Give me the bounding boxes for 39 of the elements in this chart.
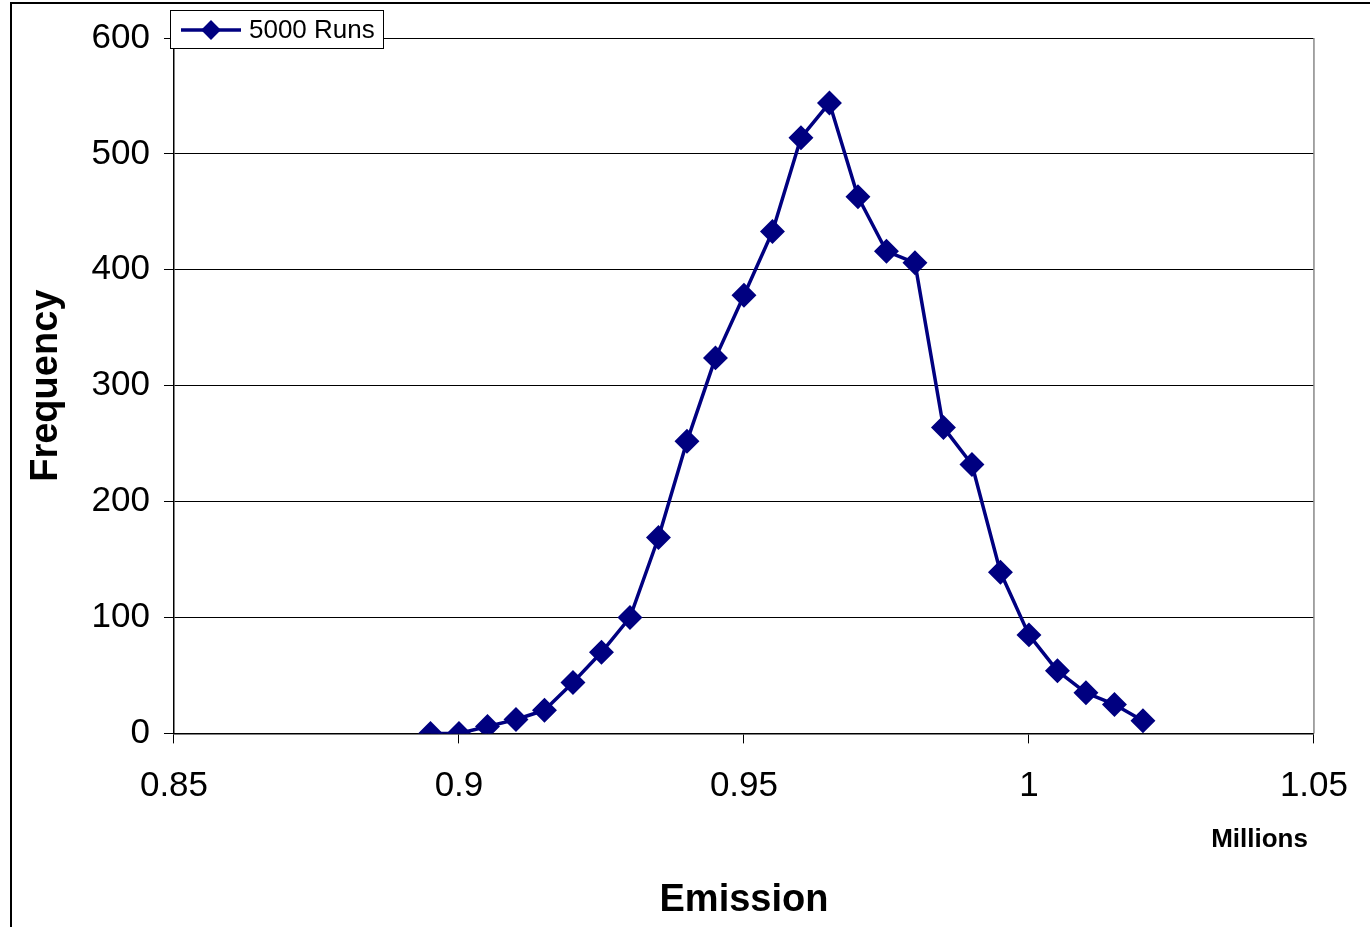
point <box>874 239 899 264</box>
point <box>846 185 870 209</box>
y-tick-label: 100 <box>91 595 150 635</box>
point <box>703 346 728 370</box>
point <box>1045 659 1070 683</box>
point <box>817 91 842 115</box>
x-tick-label: 1 <box>1019 764 1039 804</box>
point <box>618 605 642 630</box>
y-tick-label: 500 <box>91 131 150 171</box>
x-tick-label: 1.05 <box>1279 764 1348 804</box>
point <box>960 452 984 477</box>
point <box>1102 692 1127 717</box>
point <box>931 415 956 440</box>
point <box>675 429 699 454</box>
y-tick-label: 600 <box>91 15 150 55</box>
point <box>988 560 1013 585</box>
y-tick-label: 300 <box>91 363 150 403</box>
text: Millions <box>1211 823 1308 855</box>
y-tick-label: 0 <box>130 711 150 751</box>
y-axis-title: Frequency <box>23 289 66 482</box>
point <box>789 125 813 150</box>
x-axis-title: Emission <box>659 876 829 919</box>
point <box>1074 681 1098 705</box>
y-tick-label: 400 <box>91 247 150 287</box>
y-tick-label: 200 <box>91 479 150 519</box>
point <box>1131 708 1155 733</box>
x-tick-label: 0.85 <box>139 764 209 804</box>
point <box>561 670 585 695</box>
point <box>1017 623 1041 647</box>
point <box>646 525 671 550</box>
point <box>732 283 756 308</box>
legend-label: 5000 Runs <box>248 14 375 45</box>
point <box>504 707 528 732</box>
point <box>903 251 927 275</box>
x-tick-label: 0.9 <box>434 764 484 804</box>
point <box>589 640 614 665</box>
x-tick-label: 0.95 <box>709 764 779 804</box>
point <box>532 698 557 722</box>
point <box>760 219 785 244</box>
